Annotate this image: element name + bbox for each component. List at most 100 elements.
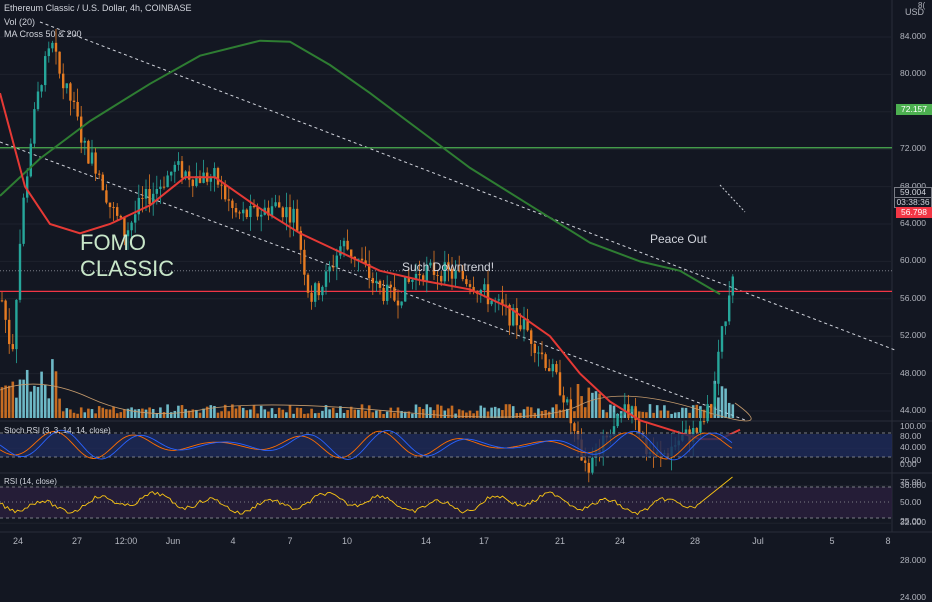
volume-bar (43, 384, 47, 418)
candle-body (724, 321, 727, 327)
volume-bar (198, 412, 202, 418)
volume-bar (547, 411, 551, 418)
candle-body (623, 404, 626, 414)
candle-body (22, 197, 25, 244)
volume-bar (677, 412, 681, 418)
volume-bar (112, 406, 115, 418)
candle-body (173, 164, 176, 172)
candle-body (242, 209, 245, 214)
volume-bar (187, 410, 191, 418)
fomo-line-2: CLASSIC (80, 256, 175, 281)
candle-body (450, 269, 454, 279)
candle-body (116, 207, 119, 216)
volume-bar (76, 413, 79, 418)
volume-bar (529, 407, 533, 418)
time-tick-label: 21 (554, 536, 566, 546)
volume-bar (162, 411, 166, 418)
volume-bar (731, 404, 735, 418)
ma-legend[interactable]: MA Cross 50 & 200 (4, 29, 82, 39)
stoch-tick-label: 100.00 (900, 421, 926, 431)
price-chart[interactable] (0, 0, 932, 550)
volume-bar (443, 410, 447, 418)
volume-bar (331, 407, 335, 418)
volume-bar (281, 409, 285, 418)
candle-body (281, 207, 284, 218)
candle-body (386, 284, 389, 301)
stoch-k-line (0, 429, 733, 461)
volume-bar (411, 413, 414, 418)
currency-label[interactable]: USD (905, 7, 925, 17)
volume-bar (177, 405, 180, 418)
volume-bar (7, 385, 11, 418)
candle-body (184, 171, 187, 178)
candle-body (62, 73, 65, 89)
candle-body (94, 152, 97, 174)
candle-body (389, 284, 392, 288)
price-tick-label: 44.000 (900, 405, 926, 415)
volume-bar (555, 404, 558, 418)
candle-body (584, 460, 587, 463)
rsi-legend[interactable]: RSI (14, close) (4, 477, 57, 486)
stoch-legend[interactable]: Stoch RSI (3, 3, 14, 14, close) (4, 426, 111, 435)
candle-body (227, 199, 230, 201)
candle-body (422, 275, 425, 281)
candle-body (447, 262, 450, 270)
volume-bar (115, 413, 119, 418)
candle-body (497, 299, 500, 301)
volume-bar (61, 411, 65, 418)
candle-body (252, 205, 256, 208)
price-tick-label: 40.000 (900, 442, 926, 453)
volume-bar (69, 409, 72, 418)
candle-body (454, 270, 457, 279)
volume-legend[interactable]: Vol (20) (4, 17, 36, 27)
candle-body (299, 230, 302, 250)
candle-body (36, 91, 40, 110)
candle-body (191, 179, 194, 186)
candle-body (11, 344, 14, 350)
candle-body (378, 280, 382, 288)
volume-bar (601, 409, 605, 418)
volume-bar (223, 404, 227, 418)
volume-bar (285, 412, 288, 418)
candle-body (101, 174, 104, 191)
candle-body (569, 399, 572, 424)
candle-body (130, 222, 133, 231)
candle-body (260, 214, 263, 217)
candle-body (238, 212, 241, 214)
candle-body (587, 462, 590, 473)
candle-body (155, 188, 158, 194)
candle-body (501, 299, 504, 305)
volume-bar (166, 404, 169, 418)
price-tick-label: 52.000 (900, 330, 926, 341)
candle-body (119, 215, 122, 218)
volume-bar (295, 407, 299, 418)
volume-bar (421, 408, 425, 418)
candle-body (620, 413, 623, 416)
volume-bar (641, 411, 645, 418)
volume-bar (119, 412, 123, 418)
candle-body (472, 286, 475, 292)
candle-body (717, 351, 720, 384)
volume-bar (105, 409, 108, 418)
volume-bar (173, 410, 177, 418)
price-tick-label: 84.000 (900, 31, 926, 41)
candle-body (159, 186, 162, 189)
time-tick-label: 24 (614, 536, 626, 546)
candle-body (436, 274, 439, 276)
volume-bar (87, 408, 90, 418)
volume-bar (515, 413, 519, 418)
candle-body (270, 206, 274, 216)
volume-bar (526, 406, 529, 418)
moving-averages (0, 39, 741, 441)
volume-bar (18, 379, 22, 418)
candle-body (396, 300, 400, 306)
candle-body (87, 140, 90, 164)
price-tick-label: 36.000 (900, 479, 926, 490)
candle-body (162, 186, 166, 188)
candle-body (537, 352, 540, 354)
volume-bar (335, 412, 339, 418)
candle-body (134, 214, 137, 223)
volume-bar (645, 412, 648, 418)
candle-body (458, 270, 461, 272)
